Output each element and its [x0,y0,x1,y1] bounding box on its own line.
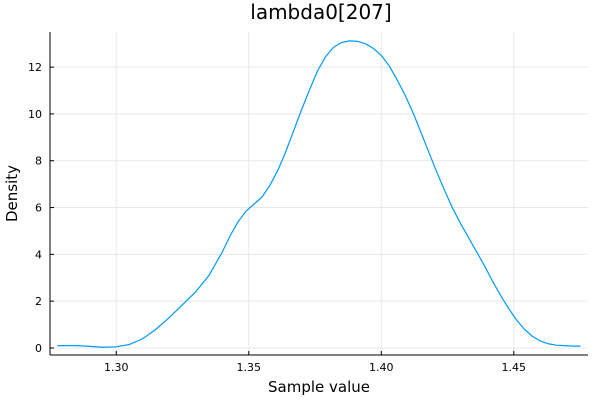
y-tick-label: 10 [28,108,42,121]
x-tick-label: 1.30 [104,361,129,374]
y-axis-label: Density [3,165,21,222]
x-tick-label: 1.35 [237,361,262,374]
y-tick-label: 8 [35,155,42,168]
y-tick-label: 2 [35,295,42,308]
grid [50,32,588,355]
series-lines [57,40,581,348]
x-axis-label: Sample value [268,378,370,396]
x-tick-label: 1.45 [502,361,527,374]
y-tick-label: 0 [35,342,42,355]
x-tick-label: 1.40 [369,361,394,374]
tick-labels: 1.30 1.35 1.40 1.45 0 2 4 6 8 10 12 [28,61,526,374]
chart-title: lambda0[207] [250,0,391,24]
y-tick-label: 4 [35,248,42,261]
y-tick-label: 12 [28,61,42,74]
density-series-line [57,40,581,348]
y-tick-label: 6 [35,202,42,215]
